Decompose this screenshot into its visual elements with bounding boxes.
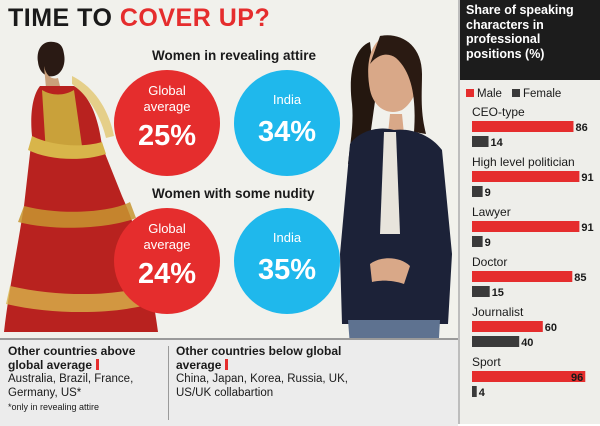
chart-title: Share of speaking characters in professi…	[466, 3, 574, 61]
footer-divider	[168, 346, 169, 420]
bar-female-doctor	[472, 286, 490, 297]
countries-below: Other countries below global average Chi…	[176, 344, 352, 400]
global-value-nudity: 24%	[137, 258, 197, 290]
legend-female: Female	[522, 88, 562, 100]
category-label-journalist: Journalist	[472, 305, 524, 319]
male-swatch	[466, 89, 474, 97]
global-circle-attire: Global average 25%	[114, 70, 220, 176]
footer: Other countries above global average Aus…	[0, 338, 458, 426]
value-label-female-journalist: 40	[521, 337, 533, 349]
category-label-doctor: Doctor	[472, 255, 507, 269]
global-circle-nudity: Global average 24%	[114, 208, 220, 314]
countries-above-list: Australia, Brazil, France, Germany, US*	[8, 373, 134, 399]
india-value-attire: 34%	[257, 116, 317, 148]
countries-above: Other countries above global average Aus…	[8, 344, 166, 414]
countries-above-title: Other countries above global average	[8, 344, 166, 372]
value-label-male-ceo-type: 86	[575, 122, 587, 134]
bar-male-high-level-politician	[472, 171, 580, 182]
global-label-attire: Global average	[143, 83, 191, 114]
value-label-female-lawyer: 9	[485, 237, 491, 249]
bar-chart: CEO-type 86 14 High level politician 91 9 Lawy…	[472, 105, 594, 399]
bar-chart-panel: Share of speaking characters in professi…	[458, 0, 600, 424]
value-label-female-doctor: 15	[492, 287, 504, 299]
global-label-nudity: Global average	[143, 221, 191, 252]
headline-part2: COVER UP?	[119, 4, 271, 32]
category-label-ceo-type: CEO-type	[472, 105, 525, 119]
india-value-nudity: 35%	[257, 254, 317, 286]
bar-female-lawyer	[472, 236, 483, 247]
value-label-male-doctor: 85	[574, 272, 586, 284]
bar-female-high-level-politician	[472, 186, 483, 197]
india-circle-nudity: India 35%	[234, 208, 340, 314]
value-label-female-sport: 4	[479, 387, 486, 399]
countries-below-title-text: Other countries below global average	[176, 344, 342, 372]
category-label-lawyer: Lawyer	[472, 205, 511, 219]
headline: TIME TO COVER UP?	[8, 4, 270, 33]
bar-female-journalist	[472, 336, 520, 347]
value-label-female-high-level-politician: 9	[485, 187, 491, 199]
chart-legend: Male Female	[466, 88, 561, 100]
countries-below-title: Other countries below global average	[176, 344, 352, 372]
value-label-male-high-level-politician: 91	[581, 172, 593, 184]
category-label-sport: Sport	[472, 355, 501, 369]
value-label-male-journalist: 60	[545, 322, 557, 334]
value-label-male-lawyer: 91	[581, 222, 593, 234]
female-swatch	[511, 89, 520, 97]
bar-male-sport	[472, 371, 586, 382]
countries-above-title-text: Other countries above global average	[8, 344, 136, 372]
bar-female-ceo-type	[472, 136, 489, 147]
bar-male-lawyer	[472, 221, 580, 232]
bar-female-sport	[472, 386, 477, 397]
footnote: *only in revealing attire	[8, 402, 100, 412]
india-label-attire: India	[272, 92, 302, 107]
bar-male-journalist	[472, 321, 543, 332]
value-label-female-ceo-type: 14	[491, 137, 504, 149]
chart-title-box: Share of speaking characters in professi…	[460, 0, 600, 80]
bar-male-doctor	[472, 271, 573, 282]
value-label-male-sport: 96	[571, 372, 583, 384]
global-value-attire: 25%	[137, 120, 197, 152]
section2-title: Women with some nudity	[152, 186, 315, 201]
india-label-nudity: India	[272, 230, 302, 245]
red-marker	[96, 359, 100, 370]
bar-male-ceo-type	[472, 121, 574, 132]
section1-title: Women in revealing attire	[152, 48, 317, 63]
legend-male: Male	[477, 88, 502, 100]
headline-part1: TIME TO	[8, 4, 120, 32]
red-marker	[225, 359, 229, 370]
india-circle-attire: India 34%	[234, 70, 340, 176]
countries-below-list: China, Japan, Korea, Russia, UK, US/UK c…	[176, 373, 348, 399]
category-label-high-level-politician: High level politician	[472, 155, 575, 169]
